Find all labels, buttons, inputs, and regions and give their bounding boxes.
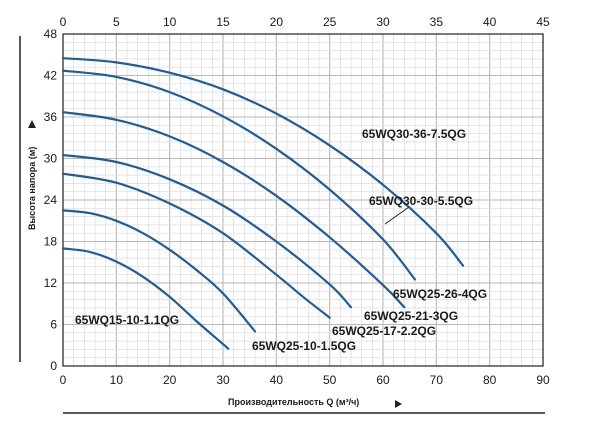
series-label: 65WQ25-21-3QG	[364, 309, 458, 323]
secondary-x-tick-label: 20	[270, 15, 284, 29]
x-tick-label: 70	[430, 373, 444, 387]
curves	[61, 57, 465, 350]
series-label: 65WQ30-36-7.5QG	[362, 127, 466, 141]
plot-frame	[62, 33, 544, 367]
secondary-x-tick-label: 0	[60, 15, 67, 29]
y-tick-label: 42	[44, 69, 58, 83]
series-line	[61, 57, 465, 267]
x-tick-label: 0	[60, 373, 67, 387]
y-tick-label: 36	[44, 110, 58, 124]
x-tick-label: 30	[216, 373, 230, 387]
y-tick-labels: 0 6 12 18 24 30 36 42 48	[44, 27, 58, 373]
series-line	[61, 153, 353, 309]
secondary-x-tick-label: 45	[536, 15, 550, 29]
secondary-x-tick-label: 40	[483, 15, 497, 29]
x-tick-label: 20	[163, 373, 177, 387]
x-axis-title: Производительность Q (м³/ч)	[228, 397, 359, 407]
x-tick-label: 50	[323, 373, 337, 387]
series-line	[61, 69, 417, 281]
x-tick-labels: 0 10 20 30 40 50 60 70 80 90	[60, 373, 550, 387]
y-tick-label: 6	[50, 318, 57, 332]
series-line	[61, 247, 230, 350]
secondary-x-tick-label: 35	[430, 15, 444, 29]
series-line	[61, 209, 257, 333]
secondary-x-tick-label: 30	[376, 15, 390, 29]
series-label: 65WQ25-17-2.2QG	[332, 324, 436, 338]
secondary-x-tick-label: 5	[113, 15, 120, 29]
label-leader-line	[384, 206, 410, 225]
series-label: 65WQ15-10-1.1QG	[75, 313, 179, 327]
series-label: 65WQ30-30-5.5QG	[369, 194, 473, 208]
series-label: 65WQ25-26-4QG	[393, 287, 487, 301]
y-tick-label: 18	[44, 235, 58, 249]
series-label: 65WQ25-10-1.5QG	[252, 339, 356, 353]
secondary-x-tick-label: 25	[323, 15, 337, 29]
x-tick-label: 90	[536, 373, 550, 387]
x-tick-label: 40	[270, 373, 284, 387]
series-line	[61, 111, 406, 309]
y-tick-label: 30	[44, 152, 58, 166]
y-tick-label: 12	[44, 276, 58, 290]
secondary-x-tick-labels: 0 5 10 15 20 25 30 35 40 45	[60, 15, 550, 29]
y-tick-label: 0	[50, 359, 57, 373]
y-tick-label: 48	[44, 27, 58, 41]
secondary-x-tick-label: 10	[163, 15, 177, 29]
x-axis-arrow-icon	[395, 400, 402, 408]
curve-labels: 65WQ15-10-1.1QG 65WQ25-10-1.5QG65WQ25-17-…	[75, 127, 487, 353]
x-tick-label: 60	[376, 373, 390, 387]
series-line	[61, 172, 331, 319]
secondary-x-tick-label: 15	[216, 15, 230, 29]
x-tick-label: 80	[483, 373, 497, 387]
x-tick-label: 10	[110, 373, 124, 387]
y-axis-title: Высота напора (м)	[27, 147, 37, 230]
y-axis-arrow-icon	[28, 120, 36, 128]
y-tick-label: 24	[44, 193, 58, 207]
